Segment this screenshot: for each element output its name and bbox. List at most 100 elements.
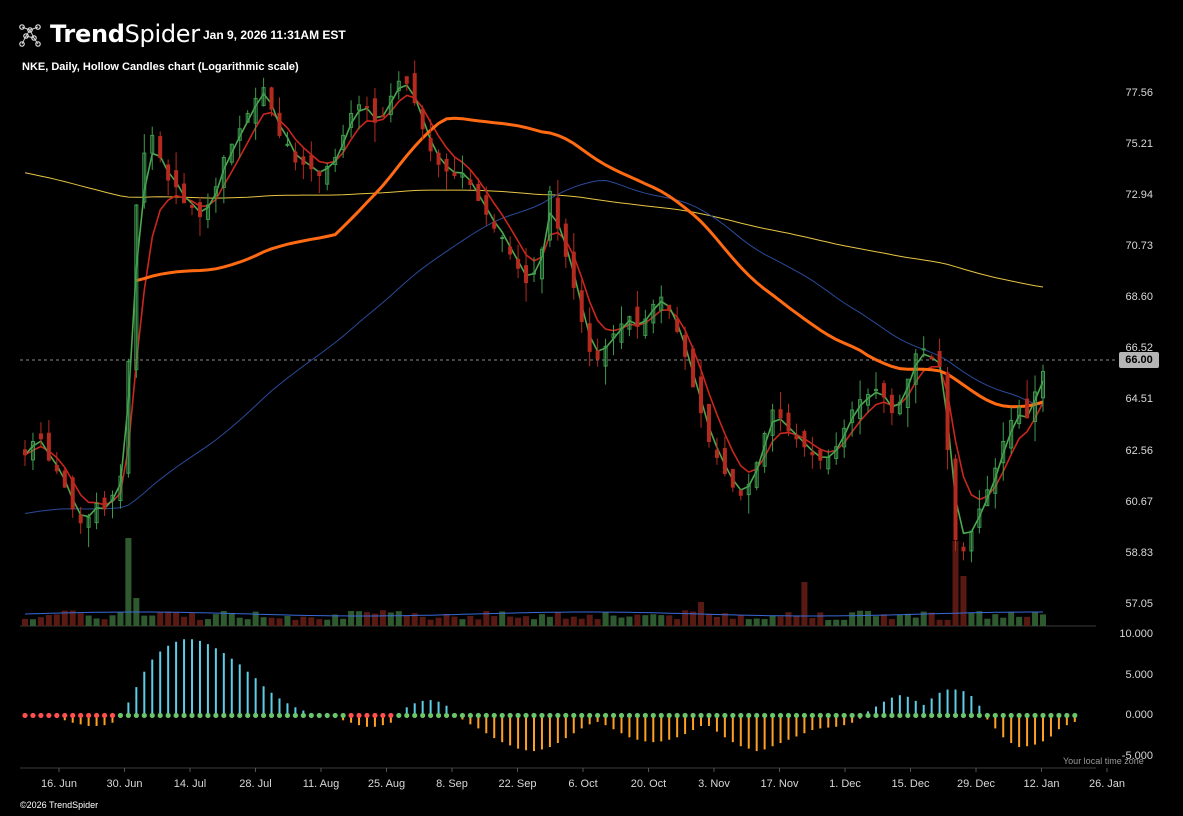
oscillator-dot bbox=[801, 712, 808, 719]
candle bbox=[651, 299, 656, 334]
volume-bar bbox=[387, 612, 394, 626]
candle bbox=[913, 349, 918, 404]
oscillator-dot bbox=[579, 712, 585, 719]
sma-yellow-line bbox=[24, 172, 1044, 288]
volume-bar bbox=[849, 612, 856, 626]
oscillator-dot bbox=[523, 712, 529, 719]
oscillator-dot bbox=[992, 712, 998, 719]
oscillator-dot bbox=[555, 712, 561, 719]
oscillator-dot bbox=[602, 712, 609, 719]
oscillator-dot bbox=[245, 712, 251, 719]
date-tick-label: 6. Oct bbox=[568, 778, 598, 790]
candle bbox=[428, 119, 433, 162]
oscillator-dot bbox=[563, 712, 569, 719]
candle bbox=[603, 338, 608, 385]
oscillator-dot bbox=[1064, 712, 1070, 719]
candle bbox=[484, 186, 489, 226]
candle bbox=[182, 172, 187, 204]
volume-bar bbox=[356, 611, 363, 626]
oscillator-dot bbox=[404, 712, 410, 719]
candle bbox=[691, 345, 696, 388]
oscillator-dot bbox=[499, 712, 505, 719]
volume-bar bbox=[117, 612, 124, 626]
oscillator-dot bbox=[610, 712, 617, 719]
candle bbox=[213, 177, 218, 213]
oscillator-dot bbox=[356, 712, 362, 719]
volume-bar bbox=[491, 616, 498, 626]
oscillator-tick-label: 5.000 bbox=[1125, 668, 1153, 681]
candle bbox=[460, 155, 465, 189]
candle bbox=[341, 124, 346, 158]
volume-bar bbox=[857, 610, 864, 626]
candle bbox=[420, 105, 425, 140]
timezone-note[interactable]: Your local time zone bbox=[1063, 756, 1144, 766]
oscillator-dot bbox=[913, 712, 919, 719]
volume-bar bbox=[308, 617, 315, 626]
volume-bar bbox=[427, 619, 434, 626]
price-tick-label: 70.73 bbox=[1125, 240, 1153, 253]
volume-bar bbox=[236, 617, 243, 626]
candle bbox=[659, 285, 664, 324]
candle bbox=[364, 96, 369, 122]
oscillator-dot bbox=[109, 712, 116, 719]
candle bbox=[873, 372, 878, 400]
volume-bar bbox=[379, 610, 386, 626]
date-tick-label: 3. Nov bbox=[698, 778, 730, 790]
brand-logo[interactable]: Trend Spider bbox=[18, 20, 200, 48]
oscillator-dot bbox=[1040, 712, 1046, 719]
volume-bar bbox=[992, 614, 999, 626]
price-tick-label: 75.21 bbox=[1125, 137, 1153, 150]
volume-bar bbox=[705, 613, 712, 626]
candle bbox=[70, 475, 75, 518]
volume-bar bbox=[284, 615, 291, 626]
oscillator-dot bbox=[754, 712, 760, 719]
date-tick-label: 15. Dec bbox=[891, 778, 930, 790]
candle bbox=[468, 170, 473, 190]
candle bbox=[380, 106, 385, 118]
last-price-tag: 66.00 bbox=[1119, 352, 1159, 368]
brand-name-light: Spider bbox=[124, 20, 201, 48]
volume-bar bbox=[29, 619, 36, 626]
candle bbox=[237, 115, 242, 158]
candle bbox=[579, 279, 584, 333]
oscillator-dot bbox=[93, 712, 100, 719]
oscillator-dot bbox=[968, 712, 975, 719]
candle bbox=[905, 378, 910, 428]
oscillator-dot bbox=[730, 712, 736, 719]
oscillator-dot bbox=[706, 712, 712, 719]
oscillator-dot bbox=[905, 712, 911, 719]
volume-bar bbox=[61, 610, 68, 626]
candle bbox=[1033, 375, 1038, 442]
volume-bar bbox=[586, 614, 593, 626]
candle bbox=[142, 134, 147, 209]
candle bbox=[746, 473, 751, 514]
candle bbox=[134, 204, 139, 378]
volume-bar bbox=[737, 615, 744, 626]
volume-bar bbox=[713, 617, 720, 626]
volume-bar bbox=[968, 612, 975, 626]
volume-bar bbox=[690, 611, 697, 626]
volume-bar bbox=[45, 615, 52, 626]
date-tick-label: 16. Jun bbox=[40, 778, 78, 790]
volume-bar bbox=[841, 619, 848, 626]
oscillator-dot bbox=[825, 712, 831, 719]
candle bbox=[683, 326, 688, 370]
volume-bar bbox=[22, 618, 28, 626]
volume-bar bbox=[451, 616, 458, 626]
oscillator-dot bbox=[666, 712, 672, 719]
oscillator-dot bbox=[292, 712, 299, 719]
volume-bar bbox=[570, 616, 577, 626]
oscillator-dot bbox=[428, 712, 434, 719]
volume-bar bbox=[499, 611, 506, 626]
oscillator-dot bbox=[658, 712, 664, 719]
volume-bar bbox=[777, 616, 784, 626]
oscillator-dot bbox=[682, 712, 688, 719]
oscillator-dot bbox=[1008, 712, 1014, 719]
volume-bar bbox=[562, 618, 569, 626]
oscillator-dot bbox=[1016, 712, 1022, 719]
candle bbox=[269, 86, 274, 117]
volume-bar bbox=[1000, 617, 1007, 626]
volume-bar bbox=[141, 615, 148, 626]
candle bbox=[444, 153, 449, 190]
